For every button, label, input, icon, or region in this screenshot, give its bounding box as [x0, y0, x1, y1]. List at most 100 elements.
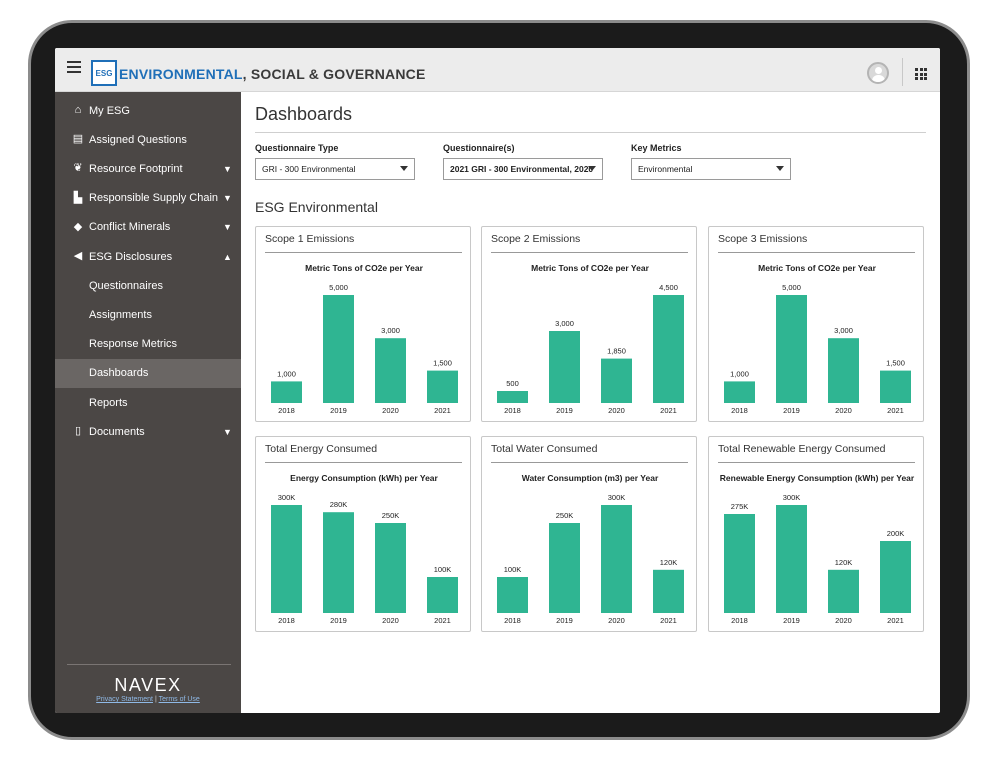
- questionnaire-type-select[interactable]: GRI - 300 Environmental: [255, 158, 415, 180]
- chevron-down-icon[interactable]: ▼: [223, 193, 232, 204]
- privacy-statement-link[interactable]: Privacy Statement: [96, 696, 153, 703]
- card-title: Scope 2 Emissions: [491, 233, 581, 245]
- x-tick-label: 2020: [608, 406, 625, 415]
- sidebar: ⌂ My ESG ▤ Assigned Questions ❦ Resource Foot…: [55, 92, 241, 713]
- title-divider: [255, 132, 926, 133]
- esg-logo: ESG: [91, 60, 117, 86]
- sidebar-item-label: Reports: [89, 396, 128, 409]
- x-tick-label: 2018: [731, 616, 748, 625]
- brand-title-environmental: ENVIRONMENTAL: [119, 66, 243, 82]
- bar[interactable]: [601, 505, 632, 613]
- chevron-down-icon[interactable]: ▼: [223, 222, 232, 233]
- hamburger-menu-icon[interactable]: [67, 61, 81, 77]
- questionnaires-select[interactable]: 2021 GRI - 300 Environmental, 2020: [443, 158, 603, 180]
- chart-card: Total Renewable Energy Consumed Renewable…: [708, 436, 924, 632]
- sidebar-item-documents[interactable]: ▯ Documents ▼: [55, 417, 241, 446]
- data-label: 4,500: [659, 283, 678, 292]
- sidebar-item-reports[interactable]: Reports: [55, 388, 241, 417]
- bar[interactable]: [323, 512, 354, 613]
- sidebar-item-responsible-supply-chain[interactable]: ▙ Responsible Supply Chain ▼: [55, 184, 241, 213]
- main-content: Dashboards Questionnaire Type GRI - 300 …: [241, 92, 940, 713]
- bar[interactable]: [776, 505, 807, 613]
- data-label: 3,000: [555, 319, 574, 328]
- data-label: 280K: [330, 500, 348, 509]
- card-title: Total Water Consumed: [491, 443, 598, 455]
- bar[interactable]: [375, 338, 406, 403]
- x-tick-label: 2018: [278, 616, 295, 625]
- bar[interactable]: [497, 577, 528, 613]
- bar[interactable]: [653, 569, 684, 613]
- sidebar-item-questionnaires[interactable]: Questionnaires: [55, 271, 241, 300]
- bar[interactable]: [549, 523, 580, 613]
- data-label: 250K: [382, 511, 400, 520]
- key-metrics-select[interactable]: Environmental: [631, 158, 791, 180]
- data-label: 1,000: [730, 369, 749, 378]
- bar[interactable]: [271, 381, 302, 403]
- x-tick-label: 2019: [783, 616, 800, 625]
- chevron-up-icon[interactable]: ▲: [223, 251, 232, 262]
- bar[interactable]: [601, 358, 632, 403]
- app-screen: ESG ENVIRONMENTAL, SOCIAL & GOVERNANCE ⌂…: [55, 48, 940, 713]
- x-tick-label: 2021: [434, 616, 451, 625]
- bar[interactable]: [427, 577, 458, 613]
- x-tick-label: 2021: [660, 616, 677, 625]
- bar[interactable]: [427, 370, 458, 403]
- bar-chart: 500 2018 3,000 2019 1,850 2020 4,500 2021: [497, 283, 684, 415]
- chevron-down-icon[interactable]: ▼: [223, 163, 232, 174]
- sidebar-item-resource-footprint[interactable]: ❦ Resource Footprint ▼: [55, 154, 241, 183]
- x-tick-label: 2019: [330, 406, 347, 415]
- sidebar-item-my-esg[interactable]: ⌂ My ESG: [55, 96, 241, 125]
- x-tick-label: 2018: [504, 406, 521, 415]
- bar[interactable]: [549, 331, 580, 403]
- x-tick-label: 2021: [660, 406, 677, 415]
- bar[interactable]: [497, 391, 528, 403]
- data-label: 1,500: [433, 359, 452, 368]
- chevron-down-icon[interactable]: ▼: [223, 426, 232, 437]
- bar[interactable]: [653, 295, 684, 403]
- bar[interactable]: [724, 514, 755, 613]
- diamond-icon: ◆: [73, 220, 83, 233]
- factory-icon: ▙: [73, 191, 83, 204]
- x-tick-label: 2020: [608, 616, 625, 625]
- sidebar-item-conflict-minerals[interactable]: ◆ Conflict Minerals ▼: [55, 213, 241, 242]
- chart-card: Scope 3 Emissions Metric Tons of CO2e per…: [708, 226, 924, 422]
- chart-card: Total Energy Consumed Energy Consumption …: [255, 436, 471, 632]
- bar[interactable]: [271, 505, 302, 613]
- sidebar-item-label: Response Metrics: [89, 338, 178, 351]
- user-avatar-icon[interactable]: [867, 62, 889, 84]
- chart-title: Metric Tons of CO2e per Year: [531, 263, 649, 273]
- brand-title: ENVIRONMENTAL, SOCIAL & GOVERNANCE: [119, 66, 426, 82]
- card-title: Total Energy Consumed: [265, 443, 378, 455]
- footer-separator: |: [154, 696, 157, 703]
- data-label: 1,500: [886, 359, 905, 368]
- sidebar-item-response-metrics[interactable]: Response Metrics: [55, 330, 241, 359]
- sidebar-item-label: Assigned Questions: [89, 133, 187, 146]
- questionnaires-label: Questionnaire(s): [443, 143, 515, 153]
- sidebar-item-assigned-questions[interactable]: ▤ Assigned Questions: [55, 125, 241, 154]
- bar-chart: 1,000 2018 5,000 2019 3,000 2020 1,500 2021: [271, 283, 458, 415]
- bar[interactable]: [828, 569, 859, 613]
- sidebar-item-assignments[interactable]: Assignments: [55, 300, 241, 329]
- key-metrics-label: Key Metrics: [631, 143, 682, 153]
- sidebar-item-esg-disclosures[interactable]: ◀ ESG Disclosures ▲: [55, 242, 241, 271]
- data-label: 100K: [434, 565, 452, 574]
- bar[interactable]: [323, 295, 354, 403]
- bar[interactable]: [724, 381, 755, 403]
- card-divider: [718, 252, 915, 253]
- bar[interactable]: [375, 523, 406, 613]
- bar[interactable]: [880, 541, 911, 613]
- chart-title: Metric Tons of CO2e per Year: [758, 263, 876, 273]
- data-label: 300K: [608, 493, 626, 502]
- bar[interactable]: [880, 370, 911, 403]
- data-label: 3,000: [381, 326, 400, 335]
- sidebar-item-dashboards[interactable]: Dashboards: [55, 358, 241, 388]
- bar[interactable]: [776, 295, 807, 403]
- app-grid-icon[interactable]: [915, 68, 927, 80]
- bar[interactable]: [828, 338, 859, 403]
- x-tick-label: 2020: [835, 616, 852, 625]
- sidebar-item-label: Questionnaires: [89, 279, 163, 292]
- list-icon: ▤: [72, 133, 84, 146]
- x-tick-label: 2020: [835, 406, 852, 415]
- terms-of-use-link[interactable]: Terms of Use: [158, 696, 200, 703]
- data-label: 5,000: [782, 283, 801, 292]
